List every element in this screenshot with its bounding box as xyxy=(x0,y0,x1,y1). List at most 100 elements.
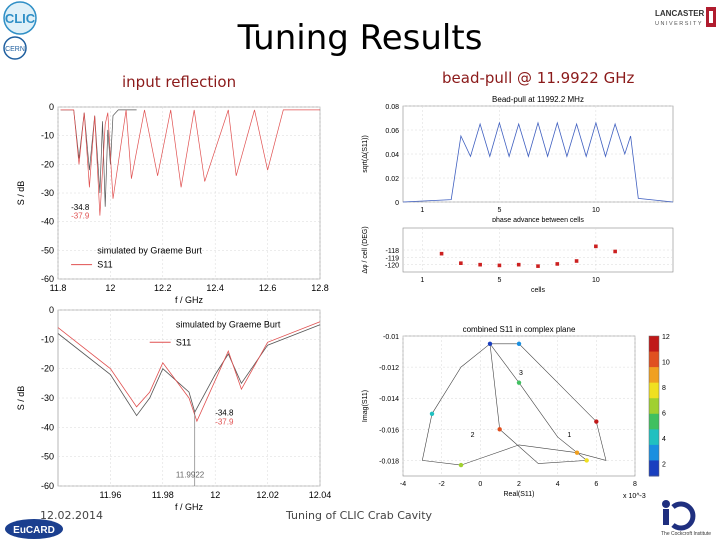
colored-point xyxy=(497,427,502,432)
y-tick-label: -20 xyxy=(41,364,54,374)
y-tick-label: -10 xyxy=(41,131,54,141)
y-axis-label: sqrt(Δ(S11)) xyxy=(362,135,369,173)
y-tick-label: 0.08 xyxy=(385,104,399,111)
y-tick-label: -20 xyxy=(41,159,54,169)
footer-title: Tuning of CLIC Crab Cavity xyxy=(286,509,433,522)
y-tick-label: -60 xyxy=(41,274,54,284)
data-point xyxy=(536,264,540,268)
data-point xyxy=(594,244,598,249)
y-tick-label: -0.016 xyxy=(379,427,399,434)
input-reflection-zoom-chart: 0 -10 -20 -30 -40 -50 -60 11.96 11.98 12 12.02 12.0… xyxy=(16,305,332,512)
colorbar-segment xyxy=(649,336,659,353)
data-point xyxy=(574,259,579,263)
colorbar-segment xyxy=(649,351,659,368)
chart-title: Bead-pull at 11992.2 MHz xyxy=(492,95,584,104)
x-tick-label: 0 xyxy=(478,481,482,488)
series-line-simulated xyxy=(60,109,320,216)
colored-point xyxy=(487,341,493,346)
colorbar-tick-label: 10 xyxy=(662,359,670,366)
x-tick-label: 12.8 xyxy=(311,283,329,293)
colorbar-segment xyxy=(649,444,659,461)
complex-plane-chart: combined S11 in complex plane -0.01 -0.012… xyxy=(362,325,670,500)
cockcroft-logo: The Cockcroft Institute xyxy=(655,497,717,539)
lancaster-logo: LANCASTER UNIVERSITY xyxy=(655,3,717,43)
data-point xyxy=(439,251,444,256)
colorbar-tick-label: 8 xyxy=(662,385,666,392)
x-tick-label: 4 xyxy=(556,481,560,488)
x-tick-label: 8 xyxy=(633,481,637,488)
eucard-logo-text: EuCARD xyxy=(13,525,55,536)
annotation-simulated-min: -37.9 xyxy=(215,417,234,426)
y-axis-label: S / dB xyxy=(16,386,26,411)
bead-pull-chart: Bead-pull at 11992.2 MHz 0 0.02 0.04 0.06 0.0… xyxy=(362,95,674,222)
colorbar-tick-label: 2 xyxy=(662,461,666,468)
x-tick-label: 12 xyxy=(210,490,220,500)
x-axis-label: Real(S11) xyxy=(504,491,535,498)
y-tick-label: 0 xyxy=(49,305,54,315)
page-title: Tuning Results xyxy=(237,18,483,58)
data-point xyxy=(478,262,482,267)
date-label: 12.02.2014 xyxy=(40,509,103,522)
x-axis-label: f / GHz xyxy=(175,295,204,305)
x-tick-label: 11.8 xyxy=(50,283,67,293)
data-point xyxy=(613,249,617,254)
x-tick-label: 10 xyxy=(592,207,600,214)
x-tick-label: 12.04 xyxy=(309,490,332,500)
y-tick-label: -50 xyxy=(41,245,54,255)
colorbar-segment xyxy=(649,429,659,446)
x-tick-label: 1 xyxy=(420,207,424,214)
x-tick-label: 1 xyxy=(420,277,424,284)
y-axis-label: Imag(S11) xyxy=(362,390,369,422)
y-tick-label: -0.014 xyxy=(379,396,399,403)
legend-series: S11 xyxy=(97,260,112,270)
y-tick-label: 0.04 xyxy=(385,152,399,159)
colorbar-tick-label: 12 xyxy=(662,334,670,341)
cockcroft-logo-text: The Cockcroft Institute xyxy=(661,531,711,537)
y-tick-label: 0.02 xyxy=(385,176,399,183)
point-label: 3 xyxy=(519,370,523,377)
cern-logo-text: CERN xyxy=(5,46,25,53)
data-point xyxy=(516,262,521,267)
eucard-logo: EuCARD xyxy=(4,518,64,540)
point-label: 1 xyxy=(567,432,571,439)
colored-point xyxy=(429,411,435,416)
series-line-bead-pull xyxy=(402,121,674,203)
y-tick-label: -119 xyxy=(386,255,400,262)
y-tick-label: -118 xyxy=(386,248,400,255)
series-line-measured xyxy=(57,324,321,417)
y-tick-label: 0 xyxy=(395,200,399,207)
x-tick-label: 10 xyxy=(592,277,600,284)
colored-point xyxy=(516,341,522,346)
data-point xyxy=(555,262,560,266)
legend-header: simulated by Graeme Burt xyxy=(176,320,281,330)
annotation-frequency: 11.9922 xyxy=(176,470,205,479)
lancaster-logo-text: LANCASTER xyxy=(655,9,705,18)
x-tick-label: 2 xyxy=(517,481,521,488)
lancaster-logo-subtext: UNIVERSITY xyxy=(655,21,703,27)
colored-point xyxy=(574,450,580,455)
y-tick-label: 0.06 xyxy=(385,128,399,135)
x-tick-label: 5 xyxy=(497,277,501,284)
annotation-simulated-min: -37.9 xyxy=(71,212,90,221)
x-axis-label: phase advance between cells xyxy=(492,217,584,222)
series-line-loop xyxy=(421,343,607,466)
point-label: 2 xyxy=(471,432,475,439)
y-tick-label: -0.01 xyxy=(383,334,399,341)
data-point xyxy=(497,263,502,268)
y-tick-label: -30 xyxy=(41,393,54,403)
chart-title: combined S11 in complex plane xyxy=(463,325,576,334)
series-line-simulated xyxy=(57,321,321,423)
y-tick-label: -10 xyxy=(41,334,54,344)
x-axis-label: cells xyxy=(531,287,546,294)
x-scale-label: x 10^-3 xyxy=(623,493,646,500)
colored-point xyxy=(584,458,589,463)
x-tick-label: -4 xyxy=(400,481,406,488)
legend-series: S11 xyxy=(176,337,191,347)
y-tick-label: -30 xyxy=(41,188,54,198)
y-axis-label: S / dB xyxy=(16,181,26,206)
x-tick-label: 12.2 xyxy=(154,283,172,293)
data-point xyxy=(459,261,463,265)
colorbar-segment xyxy=(649,398,659,415)
x-tick-label: 12.6 xyxy=(259,283,277,293)
